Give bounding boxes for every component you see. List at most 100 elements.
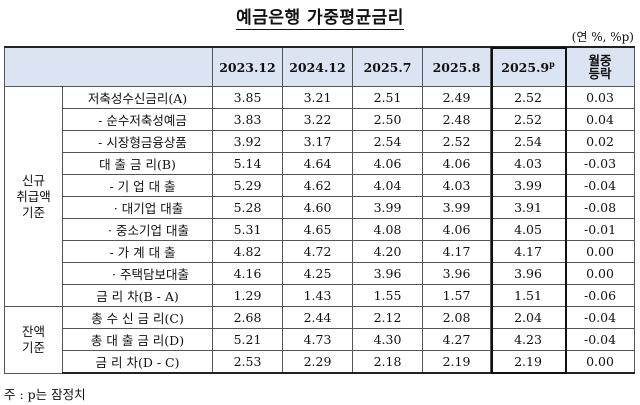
change-cell: 0.02 — [565, 130, 635, 153]
table-row: - 순수저축성예금 3.83 3.22 2.50 2.48 2.52 0.04 — [5, 108, 635, 131]
value-cell: 2.51 — [352, 86, 423, 109]
row-label: - 순수저축성예금 — [62, 108, 213, 131]
change-cell: -0.03 — [565, 152, 635, 175]
value-cell: 2.52 — [490, 108, 566, 131]
value-cell: 2.44 — [282, 306, 353, 329]
value-cell: 4.60 — [282, 196, 353, 219]
value-cell: 3.17 — [282, 130, 353, 153]
value-cell: 3.96 — [352, 262, 423, 285]
value-cell: 2.08 — [422, 306, 491, 329]
header-row: 2023.12 2024.12 2025.7 2025.8 2025.9p 월중… — [4, 46, 635, 87]
change-cell: -0.04 — [565, 306, 635, 329]
value-cell: 5.21 — [212, 328, 283, 351]
value-cell: 3.91 — [490, 196, 566, 219]
col-header: 2023.12 — [212, 46, 283, 87]
col-header-change: 월중 등락 — [565, 46, 635, 87]
change-cell: -0.08 — [565, 196, 635, 219]
footnote: 주 : p는 잠정치 — [4, 387, 86, 402]
table-body: 신규 취급액 기준 저축성수신금리(A) 3.85 3.21 2.51 2.49 2.52 0.0… — [4, 86, 635, 374]
value-cell: 4.72 — [282, 240, 353, 263]
value-cell: 4.06 — [352, 152, 423, 175]
value-cell: 4.16 — [212, 262, 283, 285]
value-cell: 4.08 — [352, 218, 423, 241]
value-cell: 4.17 — [490, 240, 566, 263]
change-cell: -0.04 — [565, 328, 635, 351]
value-cell: 3.99 — [352, 196, 423, 219]
value-cell: 2.04 — [490, 306, 566, 329]
value-cell: 2.52 — [490, 86, 566, 109]
value-cell: 2.50 — [352, 108, 423, 131]
value-cell: 4.25 — [282, 262, 353, 285]
change-cell: -0.06 — [565, 284, 635, 307]
value-cell: 3.21 — [282, 86, 353, 109]
value-cell: 2.18 — [352, 350, 423, 374]
row-label: 금 리 차(D - C) — [62, 350, 213, 374]
row-label: 대 출 금 리(B) — [62, 152, 213, 175]
rates-table: 2023.12 2024.12 2025.7 2025.8 2025.9p 월중… — [4, 46, 635, 374]
value-cell: 4.82 — [212, 240, 283, 263]
value-cell: 3.85 — [212, 86, 283, 109]
table-row: 금 리 차(B - A) 1.29 1.43 1.55 1.57 1.51 -0.06 — [5, 284, 635, 307]
value-cell: 4.04 — [352, 174, 423, 197]
value-cell: 2.48 — [422, 108, 491, 131]
value-cell: 2.68 — [212, 306, 283, 329]
table-row: 신규 취급액 기준 저축성수신금리(A) 3.85 3.21 2.51 2.49 2.52 0.0… — [4, 86, 635, 307]
table-row: 총 대 출 금 리(D) 5.21 4.73 4.30 4.27 4.23 -0.04 — [5, 328, 635, 351]
value-cell: 2.53 — [212, 350, 283, 374]
change-cell: 0.04 — [565, 108, 635, 131]
table-row: 금 리 차(D - C) 2.53 2.29 2.18 2.19 2.19 0.00 — [5, 350, 635, 374]
value-cell: 2.29 — [282, 350, 353, 374]
value-cell: 4.62 — [282, 174, 353, 197]
value-cell: 5.31 — [212, 218, 283, 241]
row-label: 저축성수신금리(A) — [62, 86, 213, 109]
value-cell: 4.65 — [282, 218, 353, 241]
value-cell: 2.52 — [422, 130, 491, 153]
value-cell: 2.19 — [422, 350, 491, 374]
value-cell: 5.28 — [212, 196, 283, 219]
row-label: · 중소기업 대출 — [62, 218, 213, 241]
change-cell: -0.04 — [565, 174, 635, 197]
row-label: 금 리 차(B - A) — [62, 284, 213, 307]
row-label: - 가 계 대 출 — [62, 240, 213, 263]
change-cell: 0.03 — [565, 86, 635, 109]
table-row: · 중소기업 대출 5.31 4.65 4.08 4.06 4.05 -0.01 — [5, 218, 635, 241]
row-label: · 주택담보대출 — [62, 262, 213, 285]
group-label: 잔액 기준 — [4, 306, 63, 374]
value-cell: 3.99 — [490, 174, 566, 197]
header-corner — [4, 46, 213, 87]
value-cell: 4.03 — [490, 152, 566, 175]
row-label: · 대기업 대출 — [62, 196, 213, 219]
value-cell: 4.03 — [422, 174, 491, 197]
group-label: 신규 취급액 기준 — [4, 86, 63, 307]
row-label: - 기 업 대 출 — [62, 174, 213, 197]
change-cell: 0.00 — [565, 262, 635, 285]
value-cell: 4.06 — [422, 218, 491, 241]
value-cell: 4.30 — [352, 328, 423, 351]
value-cell: 1.51 — [490, 284, 566, 307]
value-cell: 1.55 — [352, 284, 423, 307]
value-cell: 4.20 — [352, 240, 423, 263]
col-header: 2025.8 — [422, 46, 491, 87]
change-cell: -0.01 — [565, 218, 635, 241]
value-cell: 3.83 — [212, 108, 283, 131]
table-title: 예금은행 가중평균금리 — [236, 8, 404, 30]
value-cell: 5.29 — [212, 174, 283, 197]
unit-label: (연 %, %p) — [571, 30, 634, 44]
value-cell: 4.06 — [422, 152, 491, 175]
table-row: · 대기업 대출 5.28 4.60 3.99 3.99 3.91 -0.08 — [5, 196, 635, 219]
value-cell: 1.43 — [282, 284, 353, 307]
value-cell: 3.96 — [422, 262, 491, 285]
table-row: - 시장형금융상품 3.92 3.17 2.54 2.52 2.54 0.02 — [5, 130, 635, 153]
row-label: 총 수 신 금 리(C) — [62, 306, 213, 329]
row-label: 총 대 출 금 리(D) — [62, 328, 213, 351]
value-cell: 4.64 — [282, 152, 353, 175]
value-cell: 3.96 — [490, 262, 566, 285]
value-cell: 2.54 — [352, 130, 423, 153]
value-cell: 4.23 — [490, 328, 566, 351]
value-cell: 1.29 — [212, 284, 283, 307]
col-header: 2025.7 — [352, 46, 423, 87]
value-cell: 2.19 — [490, 350, 566, 374]
value-cell: 2.49 — [422, 86, 491, 109]
col-header-latest: 2025.9p — [490, 46, 566, 87]
value-cell: 4.27 — [422, 328, 491, 351]
